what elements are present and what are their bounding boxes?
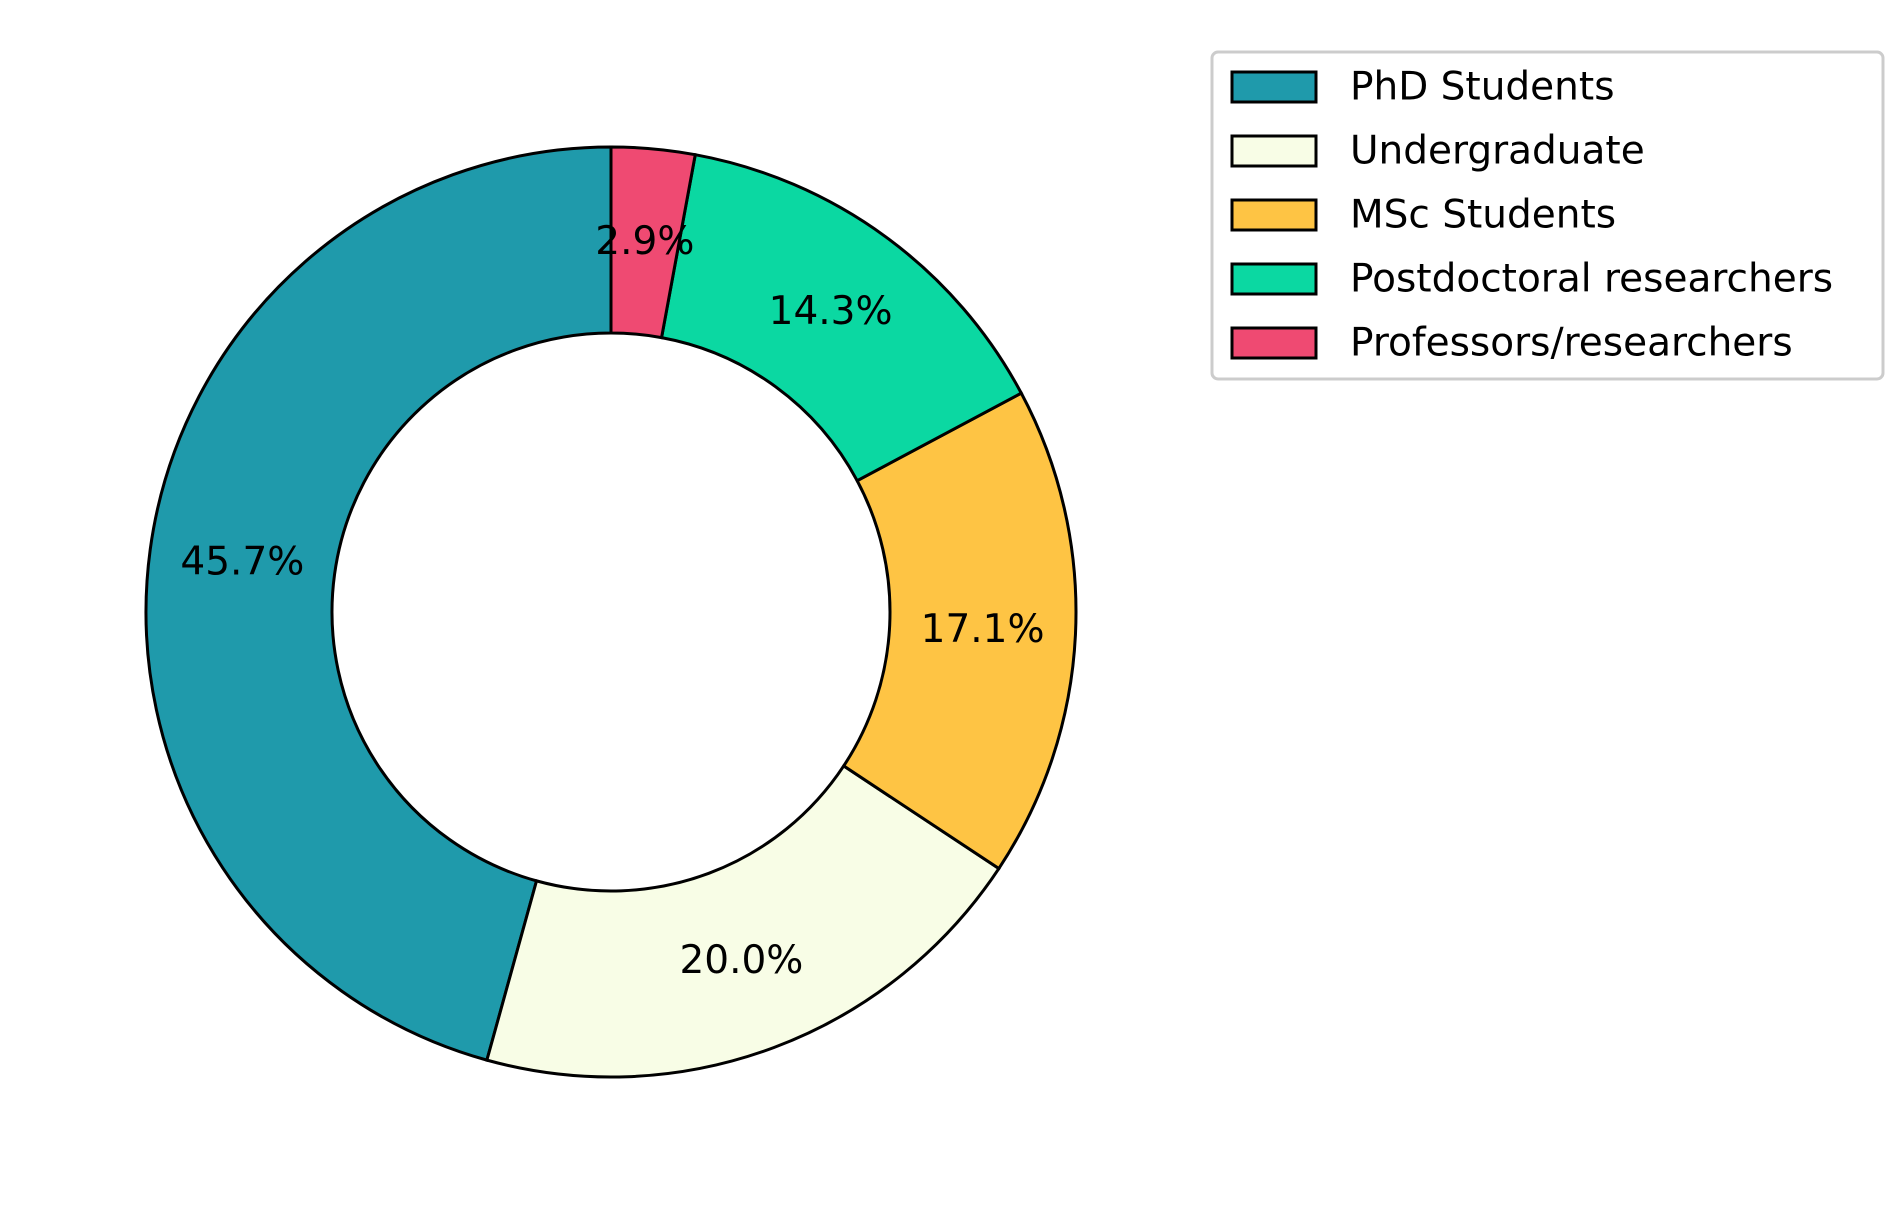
legend-frame xyxy=(1210,50,1885,381)
legend-swatch-postdoctoral-researchers xyxy=(1230,262,1318,296)
pct-label-postdoctoral-researchers: 14.3% xyxy=(769,289,893,334)
legend-item-professors-researchers: Professors/researchers xyxy=(1230,321,1793,366)
donut-slices xyxy=(144,145,1078,1079)
legend-swatch-professors-researchers xyxy=(1230,326,1318,360)
legend-entries: PhD Students Undergraduate MSc Students Pos… xyxy=(1230,65,1833,366)
legend-item-msc-students: MSc Students xyxy=(1230,193,1616,238)
slice-undergraduate xyxy=(485,763,1001,1079)
legend-label-postdoctoral-researchers: Postdoctoral researchers xyxy=(1350,257,1833,302)
legend-swatch-msc-students xyxy=(1230,198,1318,232)
slice-professors-researchers xyxy=(609,145,698,340)
slice-postdoctoral-researchers xyxy=(659,152,1024,483)
slice-phd-students xyxy=(144,145,613,1062)
legend: PhD Students Undergraduate MSc Students Pos… xyxy=(1210,50,1885,381)
pct-label-undergraduate: 20.0% xyxy=(679,938,803,983)
slice-msc-students xyxy=(841,391,1078,871)
legend-label-undergraduate: Undergraduate xyxy=(1350,129,1645,174)
percentage-labels: 45.7% 20.0% 17.1% 14.3% 2.9% xyxy=(180,219,1044,983)
legend-swatch-phd-students xyxy=(1230,70,1318,104)
legend-item-postdoctoral-researchers: Postdoctoral researchers xyxy=(1230,257,1833,302)
legend-swatch-undergraduate xyxy=(1230,134,1318,168)
pct-label-msc-students: 17.1% xyxy=(921,607,1045,652)
legend-item-undergraduate: Undergraduate xyxy=(1230,129,1645,174)
pct-label-professors-researchers: 2.9% xyxy=(595,219,694,264)
pct-label-phd-students: 45.7% xyxy=(180,539,304,584)
legend-item-phd-students: PhD Students xyxy=(1230,65,1615,110)
legend-label-phd-students: PhD Students xyxy=(1350,65,1615,110)
legend-label-msc-students: MSc Students xyxy=(1350,193,1616,238)
legend-label-professors-researchers: Professors/researchers xyxy=(1350,321,1793,366)
